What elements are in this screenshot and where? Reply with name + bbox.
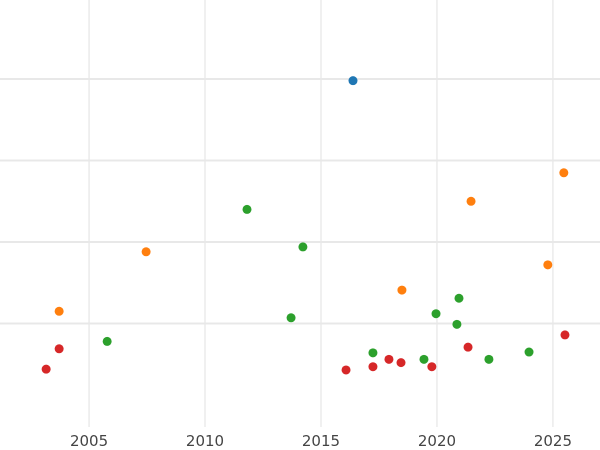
x-tick-label: 2015 (302, 432, 340, 450)
data-point (54, 306, 64, 316)
x-tick-label: 2025 (534, 432, 572, 450)
data-point (452, 319, 462, 329)
data-point (396, 358, 406, 368)
data-point (454, 293, 464, 303)
data-point (54, 344, 64, 354)
data-point (560, 330, 570, 340)
x-tick-label: 2010 (186, 432, 224, 450)
data-point (242, 204, 252, 214)
data-point (543, 260, 553, 270)
data-point (384, 354, 394, 364)
data-point (141, 247, 151, 257)
data-point (298, 242, 308, 252)
data-point (524, 347, 534, 357)
data-point (341, 365, 351, 375)
grid (0, 0, 600, 427)
data-point (397, 285, 407, 295)
data-point (368, 348, 378, 358)
data-point (368, 362, 378, 372)
data-point (559, 168, 569, 178)
data-point (431, 309, 441, 319)
data-point (427, 362, 437, 372)
data-point (41, 364, 51, 374)
x-tick-label: 2020 (418, 432, 456, 450)
data-point (348, 76, 358, 86)
data-point (419, 354, 429, 364)
data-points (41, 76, 570, 375)
data-point (484, 354, 494, 364)
x-axis-ticks: 2005 2010 2015 2020 2025 (70, 432, 572, 450)
data-point (286, 313, 296, 323)
x-tick-label: 2005 (70, 432, 108, 450)
data-point (466, 196, 476, 206)
data-point (463, 342, 473, 352)
data-point (102, 336, 112, 346)
